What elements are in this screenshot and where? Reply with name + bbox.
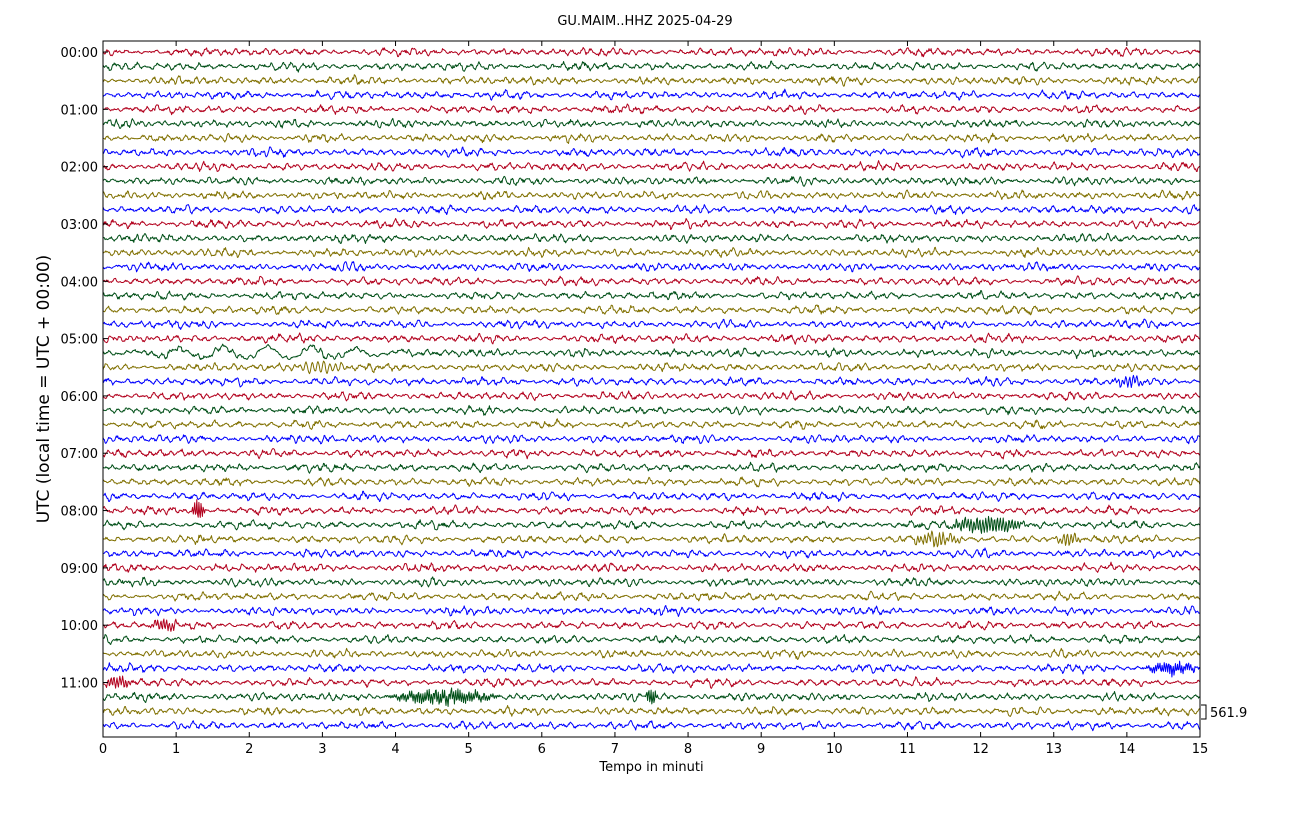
seismic-trace-line xyxy=(102,719,1201,732)
y-axis: 00:00 01:00 02:00 03:00 04:00 05:00 06:00 07:00… xyxy=(61,46,108,692)
seismic-trace-line xyxy=(102,103,1201,116)
seismic-trace-line xyxy=(102,390,1201,402)
seismic-trace-line xyxy=(102,204,1201,216)
seismic-trace-line xyxy=(102,232,1200,245)
x-tick-label: 5 xyxy=(465,742,473,757)
seismic-trace-line xyxy=(102,343,1201,361)
x-tick-label: 15 xyxy=(1192,742,1209,757)
x-tick-label: 13 xyxy=(1045,742,1062,757)
x-tick-label: 3 xyxy=(318,742,326,757)
chart-title: GU.MAIM..HHZ 2025-04-29 xyxy=(557,14,732,29)
seismic-trace-line xyxy=(102,490,1201,503)
y-tick-label: 06:00 xyxy=(61,390,98,405)
seismic-trace-line xyxy=(102,618,1201,632)
y-axis-label: UTC (local time = UTC + 00:00) xyxy=(34,255,54,524)
seismic-trace-line xyxy=(102,132,1201,144)
seismic-trace-line xyxy=(102,88,1201,101)
seismic-trace-line xyxy=(102,261,1200,273)
seismic-trace-line xyxy=(102,448,1201,460)
seismic-trace-line xyxy=(102,175,1201,187)
seismic-trace-line xyxy=(102,476,1201,488)
seismic-trace-line xyxy=(102,660,1201,678)
seismic-trace-line xyxy=(102,687,1201,707)
seismic-trace-line xyxy=(102,217,1201,231)
seismic-trace-line xyxy=(102,561,1201,573)
seismic-trace-line xyxy=(102,146,1201,159)
x-tick-label: 4 xyxy=(391,742,399,757)
seismic-trace-line xyxy=(102,515,1201,534)
x-axis-label: Tempo in minuti xyxy=(598,760,703,775)
y-tick-label: 01:00 xyxy=(61,103,98,118)
seismic-trace-line xyxy=(102,590,1201,602)
seismic-trace-line xyxy=(102,160,1200,173)
seismic-trace-line xyxy=(102,418,1201,430)
scale-label: 561.9 xyxy=(1210,706,1247,721)
x-axis: 0 1 2 3 4 5 6 7 8 9 10 11 12 13 14 15 xyxy=(99,41,1208,757)
y-tick-label: 08:00 xyxy=(61,505,98,520)
seismic-trace-line xyxy=(102,290,1201,301)
seismic-trace-line xyxy=(102,434,1201,445)
seismic-trace-line xyxy=(102,189,1200,201)
x-tick-label: 6 xyxy=(538,742,546,757)
trace-group xyxy=(102,46,1201,732)
x-tick-label: 2 xyxy=(245,742,253,757)
seismic-trace-line xyxy=(102,576,1201,588)
x-tick-label: 12 xyxy=(972,742,989,757)
seismic-trace-line xyxy=(102,404,1201,416)
y-tick-label: 04:00 xyxy=(61,275,98,290)
plot-frame xyxy=(102,40,1201,738)
y-tick-label: 00:00 xyxy=(61,46,98,61)
y-tick-label: 07:00 xyxy=(61,447,98,462)
x-tick-label: 10 xyxy=(826,742,843,757)
seismic-trace-line xyxy=(102,332,1201,345)
seismic-trace-line xyxy=(102,604,1201,617)
seismic-trace-line xyxy=(102,633,1201,645)
y-tick-label: 10:00 xyxy=(61,619,98,634)
x-tick-label: 8 xyxy=(684,742,692,757)
seismic-trace-line xyxy=(102,530,1201,548)
seismic-trace-line xyxy=(102,117,1201,129)
seismic-trace-line xyxy=(102,304,1201,316)
y-tick-label: 02:00 xyxy=(61,161,98,176)
x-tick-label: 14 xyxy=(1119,742,1136,757)
x-tick-label: 0 xyxy=(99,742,107,757)
seismic-trace-line xyxy=(102,374,1201,389)
seismic-trace-line xyxy=(102,46,1201,58)
seismic-trace-line xyxy=(102,675,1201,689)
seismic-trace-line xyxy=(102,499,1201,518)
x-tick-label: 1 xyxy=(172,742,180,757)
seismic-trace-line xyxy=(102,275,1201,287)
scale-bar xyxy=(1201,704,1207,720)
seismic-trace-line xyxy=(102,74,1201,87)
seismic-trace-line xyxy=(102,705,1201,718)
y-tick-label: 03:00 xyxy=(61,218,98,233)
x-tick-label: 7 xyxy=(611,742,619,757)
seismic-trace-line xyxy=(102,360,1201,375)
seismic-trace-line xyxy=(102,60,1201,73)
seismic-trace-line xyxy=(103,318,1201,331)
seismic-trace-line xyxy=(102,547,1201,560)
y-tick-label: 05:00 xyxy=(61,333,98,348)
seismic-trace-line xyxy=(102,461,1201,474)
seismic-trace-line xyxy=(102,246,1201,259)
x-tick-label: 11 xyxy=(899,742,916,757)
y-tick-label: 09:00 xyxy=(61,562,98,577)
seismic-trace-line xyxy=(102,647,1201,660)
x-tick-label: 9 xyxy=(757,742,765,757)
y-tick-label: 11:00 xyxy=(61,677,98,692)
